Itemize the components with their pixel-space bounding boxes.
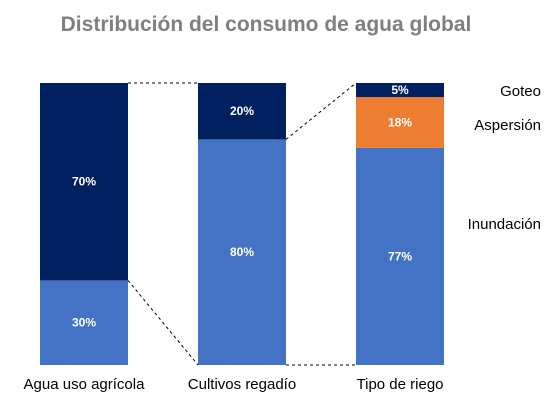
bar-3-segment-3 [356, 83, 444, 98]
series-label-inundación: Inundación [468, 216, 541, 233]
bar-1-segment-1-label: 30% [72, 316, 96, 330]
category-label-2: Cultivos regadío [188, 376, 296, 393]
chart-title: Distribución del consumo de agua global [61, 13, 472, 36]
bar-3-segment-1 [356, 147, 444, 365]
series-labels: Inundación Aspersión Goteo [468, 83, 541, 233]
bar-2-segment-1 [198, 139, 286, 365]
bar-3-segment-1-label: 77% [388, 249, 412, 263]
series-label-goteo: Goteo [500, 83, 541, 100]
category-labels: Agua uso agrícola Cultivos regadío Tipo de… [24, 376, 444, 393]
bar-3-segment-2-label: 18% [388, 115, 412, 129]
connector-1-bottom [127, 280, 199, 366]
connector-lines [127, 82, 357, 366]
category-label-1: Agua uso agrícola [24, 376, 146, 393]
bar-3-segment-2 [356, 97, 444, 148]
bar-2-segment-1-label: 80% [230, 245, 254, 259]
bar-1-segment-2 [40, 83, 128, 281]
bars [40, 83, 444, 365]
series-label-aspersión: Aspersión [474, 117, 541, 134]
bar-2-segment-2 [198, 83, 286, 140]
category-label-3: Tipo de riego [357, 376, 444, 393]
connector-2-top [285, 82, 357, 140]
segment-labels: 30% 70% 80% 20% 77% 18% 5% [72, 83, 412, 330]
bar-2-segment-2-label: 20% [230, 104, 254, 118]
bar-3-segment-3-label: 5% [391, 83, 409, 97]
bar-1-segment-1 [40, 280, 128, 365]
bar-1-segment-2-label: 70% [72, 175, 96, 189]
